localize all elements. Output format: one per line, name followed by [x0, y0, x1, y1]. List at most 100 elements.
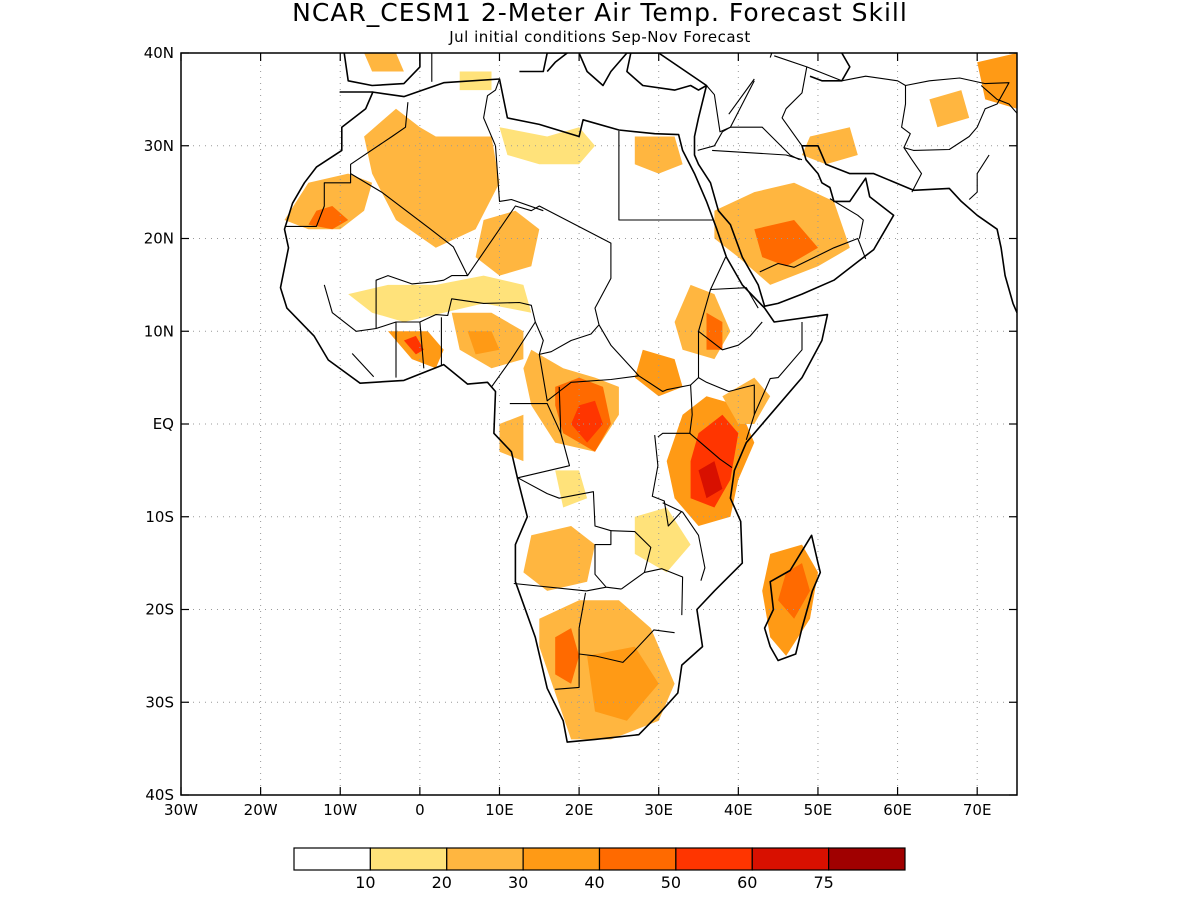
border-21 — [610, 530, 652, 573]
colorbar-swatch-3 — [522, 847, 601, 871]
x-tick-label-4: 10E — [485, 801, 514, 819]
map-subtitle: Jul initial conditions Sep-Nov Forecast — [449, 28, 751, 46]
coastline-greece_turkey — [578, 53, 708, 91]
coastline-europe — [343, 53, 421, 87]
border-8 — [419, 321, 425, 369]
border-32 — [730, 126, 800, 161]
colorbar-label-3: 40 — [584, 873, 604, 892]
border-19 — [579, 629, 675, 663]
border-43 — [483, 78, 501, 147]
border-17 — [555, 628, 580, 690]
x-tick-label-10: 70E — [963, 801, 992, 819]
skill-region-7 — [364, 108, 500, 248]
border-6 — [351, 353, 375, 378]
border-27 — [698, 321, 763, 351]
border-24 — [657, 432, 691, 438]
country-borders — [284, 53, 1017, 690]
border-35 — [829, 198, 864, 239]
border-22 — [662, 502, 706, 581]
colorbar-swatch-5 — [675, 847, 753, 871]
x-tick-label-3: 0 — [415, 801, 425, 819]
border-31 — [728, 78, 755, 115]
colorbar-label-5: 60 — [737, 873, 757, 892]
skill-region-13 — [499, 414, 524, 462]
x-tick-label-0: 30W — [164, 801, 198, 819]
skill-region-12 — [571, 400, 603, 443]
skill-region-1 — [308, 206, 349, 230]
y-tick-label-0: 40N — [144, 44, 174, 62]
border-1 — [350, 173, 727, 393]
longitude-axis: 30W 20W 10W 0 10E 20E 30E 40E 50E 60E 70E — [164, 53, 991, 819]
x-tick-label-5: 20E — [565, 801, 594, 819]
border-20 — [620, 568, 684, 616]
border-29 — [706, 80, 755, 133]
colorbar-label-4: 50 — [661, 873, 681, 892]
border-13 — [558, 386, 562, 434]
x-tick-label-2: 10W — [323, 801, 357, 819]
colorbar-label-1: 20 — [432, 873, 452, 892]
coastline-madagascar — [763, 534, 822, 662]
coastlines — [279, 53, 1017, 743]
skill-region-17 — [634, 349, 683, 397]
border-2 — [494, 145, 544, 212]
y-tick-label-2: 20N — [144, 230, 174, 248]
border-14 — [651, 435, 683, 527]
colorbar-swatch-2 — [446, 847, 524, 871]
skill-region-33 — [929, 90, 970, 128]
y-tick-label-3: 10N — [144, 322, 174, 340]
border-40 — [968, 154, 990, 200]
coastline-sicily_italy — [519, 53, 568, 73]
border-18 — [578, 592, 587, 629]
y-tick-label-6: 20S — [145, 601, 174, 619]
x-tick-label-7: 40E — [724, 801, 753, 819]
x-tick-label-8: 50E — [804, 801, 833, 819]
skill-region-4 — [403, 335, 424, 355]
border-0 — [284, 102, 409, 227]
x-tick-label-6: 30E — [644, 801, 673, 819]
colorbar-swatch-0 — [293, 847, 371, 871]
y-tick-label-4: EQ — [153, 415, 174, 433]
colorbar-swatch-4 — [598, 847, 677, 871]
colorbar-label-0: 10 — [355, 873, 375, 892]
map-title: NCAR_CESM1 2-Meter Air Temp. Forecast Sk… — [292, 0, 908, 27]
x-tick-label-1: 20W — [244, 801, 278, 819]
border-33 — [712, 149, 803, 161]
y-tick-label-8: 40S — [145, 786, 174, 804]
colorbar: 10 20 30 40 50 60 75 — [293, 847, 906, 892]
skill-shading-layer — [284, 53, 1017, 740]
skill-region-6 — [467, 331, 500, 355]
skill-region-35 — [364, 53, 404, 72]
border-3 — [618, 130, 714, 221]
skill-region-25 — [555, 628, 580, 684]
colorbar-label-2: 30 — [508, 873, 528, 892]
colorbar-label-6: 75 — [813, 873, 833, 892]
y-tick-label-1: 30N — [144, 137, 174, 155]
border-11 — [538, 354, 639, 402]
skill-region-28 — [778, 563, 810, 619]
border-5 — [375, 275, 468, 329]
skill-region-14 — [555, 470, 588, 508]
skill-region-26 — [587, 646, 659, 721]
skill-region-23 — [523, 526, 595, 591]
border-39 — [980, 85, 1017, 114]
y-tick-label-5: 10S — [145, 508, 174, 526]
border-28 — [753, 322, 803, 415]
colorbar-swatch-6 — [751, 847, 830, 871]
coastline-arabia — [693, 85, 1017, 314]
border-41 — [769, 53, 773, 58]
skill-region-2 — [348, 275, 532, 322]
border-37 — [806, 66, 923, 193]
skill-region-8 — [475, 210, 540, 276]
border-36 — [774, 55, 808, 147]
skill-region-20 — [698, 461, 723, 499]
skill-region-34 — [977, 53, 1017, 109]
colorbar-swatch-7 — [828, 847, 906, 871]
border-26 — [710, 287, 759, 309]
skill-region-30 — [754, 220, 818, 267]
coastline-africa — [279, 78, 829, 743]
latitude-axis: 40N 30N 20N 10N EQ 10S 20S 30S 40S — [144, 44, 1017, 804]
skill-region-0 — [284, 173, 373, 230]
x-tick-label-9: 60E — [883, 801, 912, 819]
skill-region-21 — [722, 377, 771, 424]
